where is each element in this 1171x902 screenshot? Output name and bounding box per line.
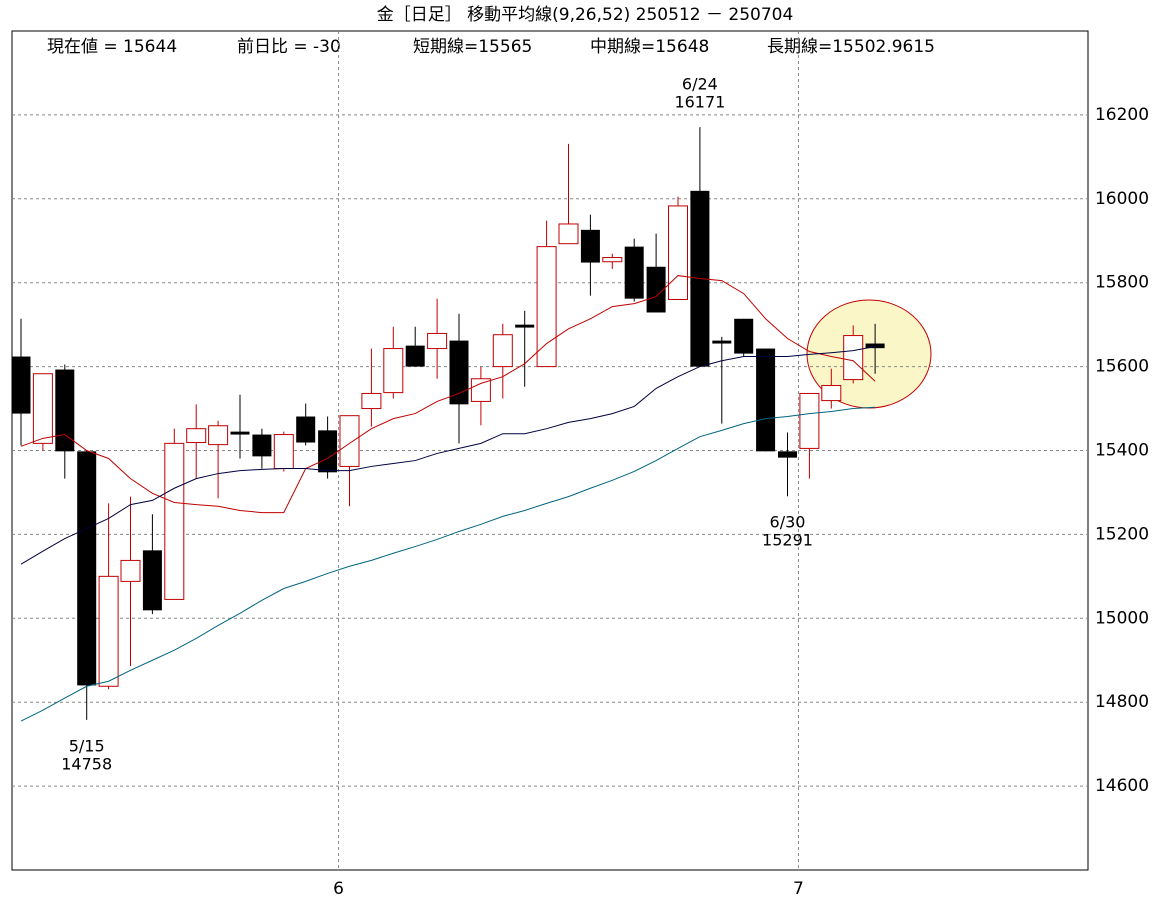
- candle-body: [712, 340, 732, 344]
- y-tick-label: 14800: [1095, 692, 1149, 712]
- candle-body: [273, 434, 294, 470]
- candle-body: [449, 340, 469, 405]
- candle-body: [296, 416, 316, 443]
- info-text: 短期線=15565: [413, 37, 532, 57]
- candle-body: [646, 266, 666, 313]
- candle-body: [734, 318, 754, 354]
- candle-body: [602, 257, 623, 263]
- candle-body: [318, 430, 338, 473]
- moving-average: [20, 345, 876, 565]
- candle-body: [756, 348, 776, 452]
- candle-body: [208, 425, 229, 446]
- x-tick-label: 7: [793, 879, 804, 899]
- candle-body: [186, 428, 207, 444]
- candle-body: [77, 451, 97, 686]
- candle-body: [98, 575, 119, 687]
- candle-body: [536, 246, 557, 368]
- info-text: 現在値 = 15644: [47, 37, 177, 57]
- info-text: 中期線=15648: [590, 37, 709, 57]
- candle-body: [843, 335, 864, 381]
- candle-body: [120, 559, 141, 582]
- annotation-date: 6/30: [770, 513, 806, 532]
- info-text: 長期線=15502.9615: [767, 37, 935, 57]
- candle-body: [252, 434, 272, 457]
- y-tick-label: 15200: [1095, 524, 1149, 544]
- candle-body: [515, 324, 535, 328]
- candle-body: [361, 392, 382, 410]
- y-tick-label: 15400: [1095, 441, 1149, 461]
- candle-body: [799, 392, 820, 449]
- candle-body: [55, 369, 75, 452]
- candle-body: [142, 550, 162, 611]
- y-tick-label: 14600: [1095, 776, 1149, 796]
- candle-body: [339, 415, 360, 467]
- candle-body: [558, 223, 579, 245]
- candle-body: [383, 348, 404, 394]
- candle-body: [405, 345, 425, 367]
- annotation-date: 6/24: [682, 75, 718, 94]
- candle-body: [580, 229, 600, 263]
- x-tick-label: 6: [333, 879, 344, 899]
- candle-body: [821, 384, 842, 402]
- moving-average: [20, 275, 876, 514]
- candle-body: [32, 373, 53, 444]
- candle-body: [624, 246, 644, 299]
- candle-body: [865, 343, 885, 349]
- candle-body: [668, 205, 688, 300]
- candle-body: [427, 332, 448, 350]
- y-tick-label: 16000: [1095, 189, 1149, 209]
- candle-body: [230, 431, 250, 435]
- candle-body: [11, 356, 31, 414]
- moving-average: [20, 406, 876, 722]
- candle-body: [164, 442, 185, 600]
- y-tick-label: 16200: [1095, 105, 1149, 125]
- y-tick-label: 15600: [1095, 357, 1149, 377]
- annotation-value: 15291: [762, 531, 813, 550]
- y-tick-label: 15000: [1095, 608, 1149, 628]
- annotation-value: 16171: [674, 93, 725, 112]
- annotation-value: 14758: [61, 754, 112, 773]
- chart-title: 金［日足］ 移動平均線(9,26,52) 250512 － 250704: [377, 5, 794, 25]
- annotation-date: 5/15: [69, 736, 105, 755]
- candle-body: [492, 334, 513, 368]
- candle-body: [778, 451, 797, 458]
- y-tick-label: 15800: [1095, 273, 1149, 293]
- candle-body: [470, 378, 491, 402]
- info-text: 前日比 = -30: [237, 37, 341, 57]
